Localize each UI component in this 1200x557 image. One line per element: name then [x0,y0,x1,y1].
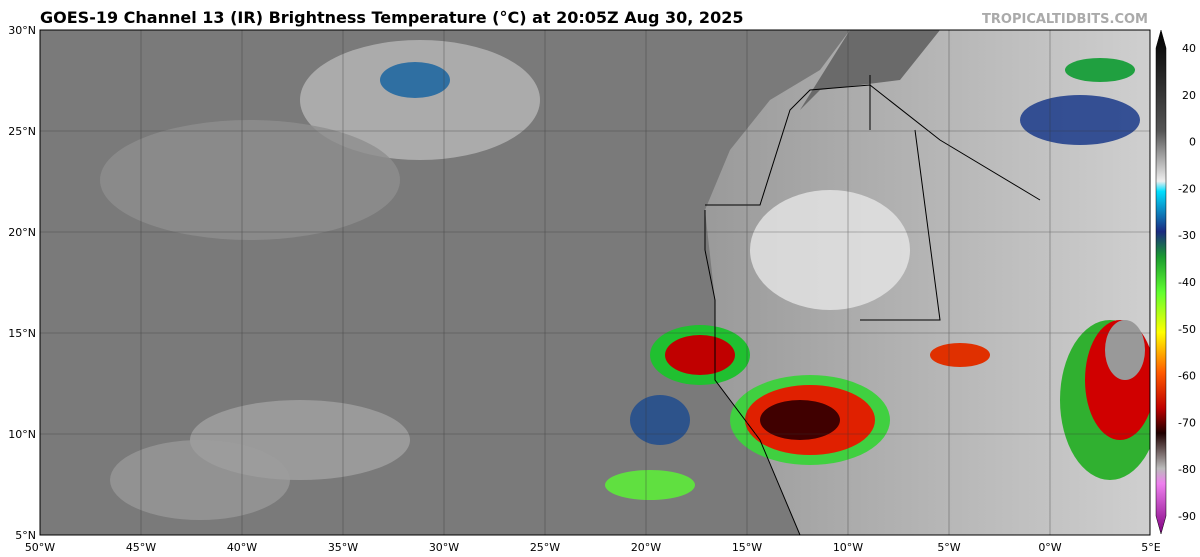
lon-label: 50°W [25,541,55,554]
map-frame [39,29,1151,536]
lon-label: 5°W [937,541,960,554]
colorbar-tick-label: -30 [1178,229,1196,242]
colorbar-tick-label: -90 [1178,510,1196,523]
colorbar [1155,29,1167,535]
lon-label: 20°W [631,541,661,554]
lon-label: 40°W [227,541,257,554]
lat-label: 15°N [8,327,36,340]
lon-label: 15°W [732,541,762,554]
labels: 30°N 25°N 20°N 15°N 10°N 5°N50°W 45°W 40°W 35°W 3… [8,24,1196,554]
colorbar-tick-label: -70 [1178,416,1196,429]
colorbar-tick-label: -20 [1178,182,1196,195]
colorbar-tick-label: -40 [1178,276,1196,289]
lon-label: 5°E [1141,541,1160,554]
lon-label: 25°W [530,541,560,554]
lat-label: 20°N [8,226,36,239]
colorbar-tick-label: 40 [1182,42,1196,55]
lon-label: 0°W [1038,541,1061,554]
colorbar-tick-label: 20 [1182,89,1196,102]
colorbar-tick-label: -50 [1178,323,1196,336]
lat-label: 25°N [8,125,36,138]
lat-label: 30°N [8,24,36,37]
lat-label: 10°N [8,428,36,441]
lon-label: 10°W [833,541,863,554]
lon-label: 35°W [328,541,358,554]
colorbar-tick-label: 0 [1189,136,1196,149]
lon-label: 45°W [126,541,156,554]
satellite-image [40,30,1150,535]
credit: TROPICALTIDBITS.COM [982,12,1148,27]
colorbar-tick-label: -60 [1178,370,1196,383]
colorbar-tick-label: -80 [1178,463,1196,476]
lon-label: 30°W [429,541,459,554]
title: GOES-19 Channel 13 (IR) Brightness Tempe… [40,8,743,27]
lat-label: 5°N [15,529,36,542]
